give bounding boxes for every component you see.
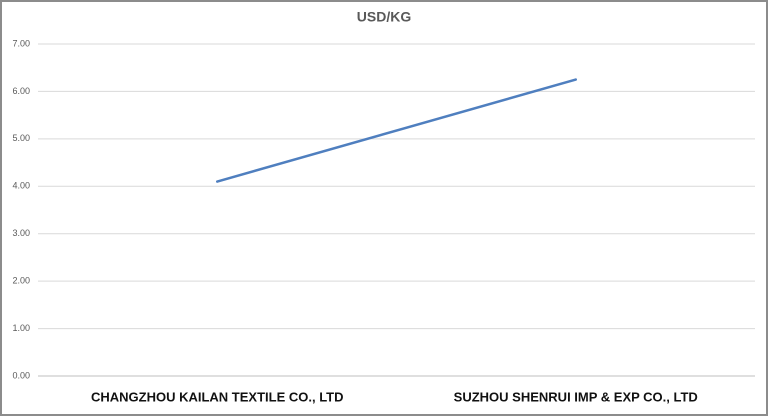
y-tick-label: 2.00: [12, 276, 30, 286]
y-tick-label: 5.00: [12, 133, 30, 143]
data-line: [216, 78, 577, 183]
x-tick-label: CHANGZHOU KAILAN TEXTILE CO., LTD: [91, 389, 344, 404]
y-tick-label: 0.00: [12, 370, 30, 380]
x-tick-label: SUZHOU SHENRUI IMP & EXP CO., LTD: [454, 389, 698, 404]
y-tick-label: 4.00: [12, 181, 30, 191]
chart-title: USD/KG: [357, 9, 412, 25]
y-tick-label: 6.00: [12, 86, 30, 96]
y-tick-label: 1.00: [12, 323, 30, 333]
y-tick-label: 3.00: [12, 228, 30, 238]
y-tick-label: 7.00: [12, 38, 30, 48]
